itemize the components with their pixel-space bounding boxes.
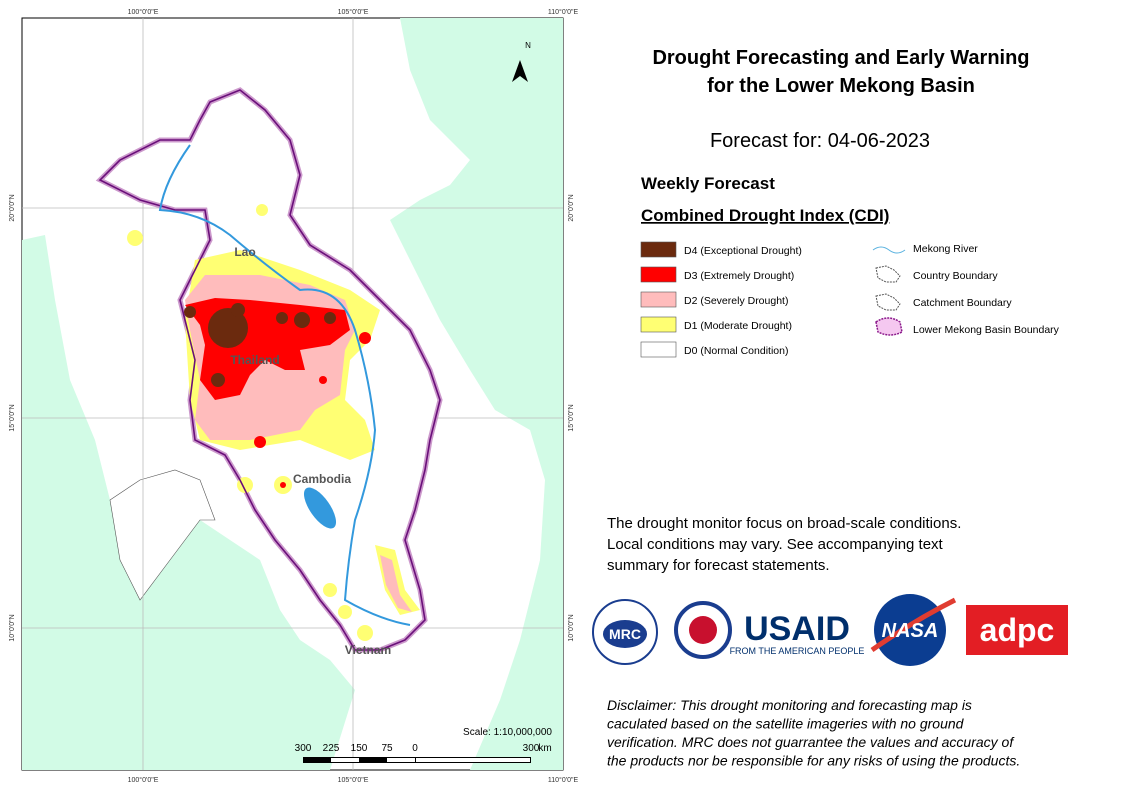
- scale-unit: km: [538, 743, 551, 754]
- d4-area: [208, 308, 248, 348]
- scale-tick: 0: [412, 743, 418, 754]
- lat-label: 10°0'0"N: [8, 614, 16, 641]
- d3-area: [359, 332, 371, 344]
- d2-area: [380, 555, 412, 612]
- disclaimer-line: Disclaimer: This drought monitoring and …: [607, 697, 972, 713]
- nasa-logo: NASA: [882, 620, 939, 642]
- scale-tick: 150: [351, 743, 368, 754]
- legend-line-label: Country Boundary: [913, 270, 998, 282]
- legend-line-symbol: [875, 293, 901, 311]
- lat-label: 15°0'0"N: [8, 404, 16, 431]
- lat-label: 20°0'0"N: [8, 194, 16, 221]
- d1-area: [323, 583, 337, 597]
- adpc-logo: adpc: [980, 612, 1055, 648]
- lon-label: 105°0'0"E: [338, 776, 369, 784]
- mrc-logo: MRC: [609, 626, 641, 642]
- lon-label: 110°0'0"E: [548, 8, 579, 16]
- place-name: Cambodia: [293, 472, 351, 486]
- d1-area: [357, 625, 373, 641]
- legend-line-symbol: [875, 317, 903, 336]
- title-line: for the Lower Mekong Basin: [707, 75, 975, 97]
- d3-area: [254, 436, 266, 448]
- legend-label: D2 (Severely Drought): [684, 295, 788, 307]
- disclaimer-line: the products nor be responsible for any …: [607, 753, 1020, 769]
- scale-tick: 300: [523, 743, 540, 754]
- disclaimer-line: verification. MRC does not guarrantee th…: [607, 734, 1015, 750]
- mekong-river: [158, 144, 411, 626]
- d4-area: [184, 306, 196, 318]
- info-panel: Drought Forecasting and Early Warning fo…: [592, 47, 1068, 769]
- legend-swatch: [640, 291, 677, 308]
- scale-tick: 300: [295, 743, 312, 754]
- lat-label: 10°0'0"N: [567, 614, 575, 641]
- subtitle: Weekly Forecast: [641, 174, 775, 193]
- usaid-logo: USAID: [744, 610, 850, 648]
- d4-area: [324, 312, 336, 324]
- note-line: The drought monitor focus on broad-scale…: [607, 515, 961, 532]
- d1-area: [127, 230, 143, 246]
- legend-line-label: Lower Mekong Basin Boundary: [913, 324, 1060, 336]
- title-line: Drought Forecasting and Early Warning: [652, 47, 1029, 69]
- lat-label: 20°0'0"N: [567, 194, 575, 221]
- legend-line-label: Catchment Boundary: [913, 297, 1012, 309]
- place-name: Lao: [234, 245, 255, 259]
- scale-bar: [303, 757, 531, 763]
- usaid-tagline: FROM THE AMERICAN PEOPLE: [730, 646, 865, 656]
- disclaimer-line: caculated based on the satellite imageri…: [607, 716, 965, 732]
- logos: MRC USAID FROM THE AMERICAN PEOPLE NASA …: [592, 594, 1068, 666]
- scale-tick: 225: [323, 743, 340, 754]
- legend-label: D3 (Extremely Drought): [684, 270, 794, 282]
- lon-label: 100°0'0"E: [128, 8, 159, 16]
- d1-area: [338, 605, 352, 619]
- north-label: N: [525, 41, 531, 50]
- note-line: summary for forecast statements.: [607, 557, 830, 574]
- d4-area: [294, 312, 310, 328]
- tonle-sap: [303, 487, 337, 529]
- scale-tick: 75: [381, 743, 393, 754]
- d3-area: [280, 482, 286, 488]
- index-name: Combined Drought Index (CDI): [641, 206, 889, 225]
- sea-east: [390, 18, 563, 770]
- sea-west: [22, 235, 355, 770]
- land-peninsula: [109, 469, 216, 601]
- legend-line-symbol: [872, 246, 906, 254]
- drought-areas: [127, 204, 420, 641]
- legend-label: D4 (Exceptional Drought): [684, 245, 802, 257]
- legend-swatch: [640, 266, 677, 283]
- d4-area: [231, 303, 245, 317]
- place-name: Thailand: [230, 353, 279, 367]
- place-name: Vietnam: [345, 643, 391, 657]
- lon-label: 110°0'0"E: [548, 776, 579, 784]
- map: N Scale: 1:10,000,000 300 225 150 75 0 300km …: [8, 8, 578, 784]
- legend-label: D0 (Normal Condition): [684, 345, 788, 357]
- scale-label: Scale: 1:10,000,000: [463, 727, 552, 738]
- lon-label: 100°0'0"E: [128, 776, 159, 784]
- legend-swatch: [640, 241, 677, 258]
- lat-label: 15°0'0"N: [567, 404, 575, 431]
- legend-line-label: Mekong River: [913, 243, 978, 255]
- lon-label: 105°0'0"E: [338, 8, 369, 16]
- legend-line-symbol: [875, 265, 901, 283]
- d3-area: [319, 376, 327, 384]
- legend-swatch: [640, 316, 677, 333]
- forecast-date: Forecast for: 04-06-2023: [710, 130, 930, 152]
- note-line: Local conditions may vary. See accompany…: [607, 536, 944, 553]
- d1-area: [256, 204, 268, 216]
- d4-area: [276, 312, 288, 324]
- legend-label: D1 (Moderate Drought): [684, 320, 792, 332]
- legend-swatch: [640, 341, 677, 358]
- north-arrow: [512, 60, 528, 82]
- basin-boundary: [98, 89, 441, 651]
- d4-area: [211, 373, 225, 387]
